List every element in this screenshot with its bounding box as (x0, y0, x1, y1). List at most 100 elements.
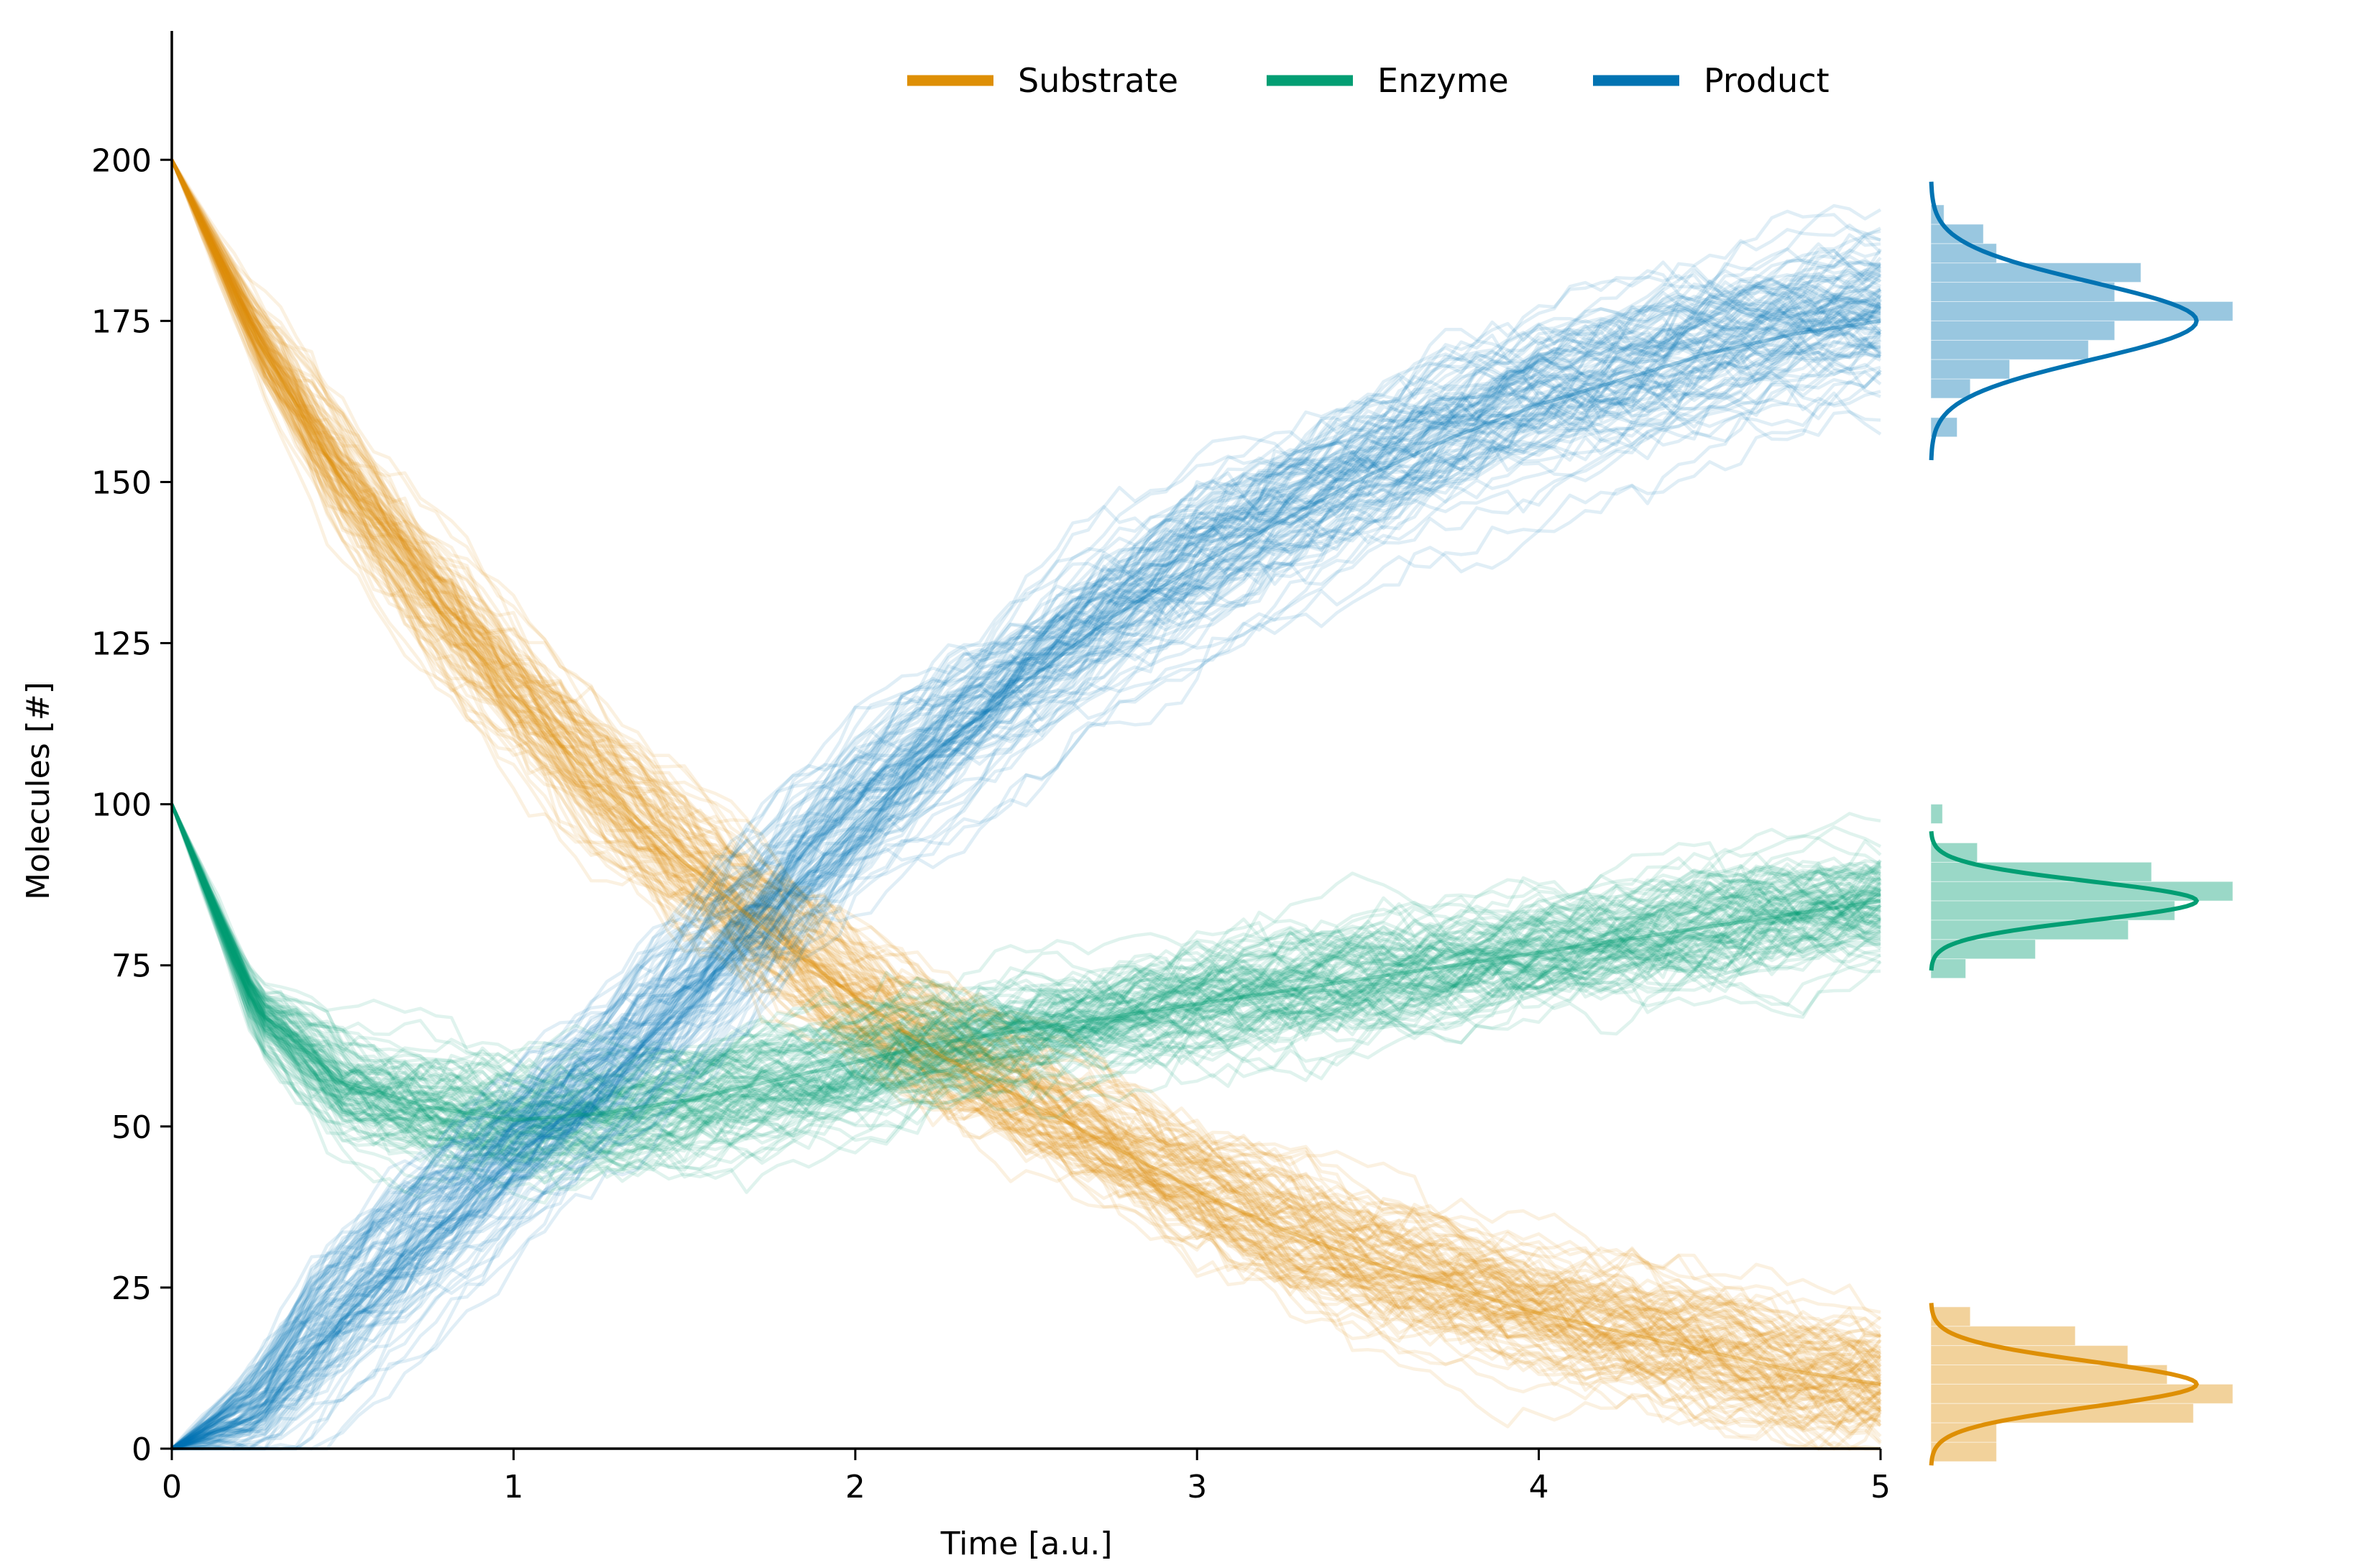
trajectory-product (171, 264, 1881, 1451)
trajectory-enzyme (170, 803, 1881, 1194)
trajectory-product (171, 336, 1882, 1451)
trajectory-product (171, 275, 1882, 1451)
trajectory-enzyme (170, 803, 1881, 1081)
trajectory-enzyme (170, 803, 1881, 1150)
trajectory-enzyme (170, 803, 1881, 1172)
trajectory-enzyme (170, 803, 1881, 1126)
trajectory-product (171, 350, 1882, 1451)
trajectory-substrate (170, 159, 1882, 1451)
legend-item-product[interactable]: Product (1593, 61, 1830, 100)
trajectory-product (171, 351, 1881, 1451)
x-tick-label: 5 (1870, 1469, 1891, 1505)
trajectory-enzyme (170, 803, 1881, 1124)
trajectory-product (171, 301, 1881, 1451)
trajectory-enzyme (170, 803, 1881, 1201)
trajectory-substrate (170, 159, 1881, 1393)
legend-item-substrate[interactable]: Substrate (907, 61, 1178, 100)
trajectory-enzyme (170, 803, 1881, 1172)
trajectories-substrate (170, 159, 1882, 1451)
trajectory-product (170, 260, 1881, 1450)
trajectory-product (170, 247, 1881, 1450)
trajectory-product (171, 341, 1881, 1451)
trajectory-substrate (170, 159, 1881, 1360)
trajectory-enzyme (170, 803, 1881, 1100)
trajectory-substrate (170, 159, 1882, 1436)
trajectory-enzyme (170, 803, 1881, 1157)
trajectory-substrate (170, 159, 1881, 1429)
trajectory-enzyme (170, 803, 1882, 1120)
trajectory-enzyme (170, 803, 1881, 1160)
trajectory-product (171, 248, 1881, 1451)
legend-label-enzyme: Enzyme (1377, 61, 1509, 100)
trajectory-product (172, 391, 1882, 1451)
trajectory-substrate (170, 159, 1881, 1397)
trajectory-product (171, 321, 1882, 1451)
trajectory-substrate (170, 159, 1882, 1438)
histogram-bar-product (1930, 359, 2011, 380)
histogram-bar-substrate (1930, 1306, 1971, 1327)
trajectory-enzyme (170, 803, 1881, 1156)
trajectory-substrate (170, 159, 1882, 1364)
trajectory-substrate (170, 159, 1882, 1387)
trajectory-enzyme (170, 803, 1881, 1163)
trajectory-substrate (170, 159, 1881, 1412)
trajectory-product (172, 385, 1881, 1451)
trajectory-product (171, 324, 1881, 1451)
trajectory-enzyme (170, 803, 1881, 1124)
trajectory-enzyme (170, 803, 1881, 1124)
trajectory-enzyme (170, 803, 1881, 1129)
trajectory-enzyme (170, 803, 1881, 1175)
trajectory-enzyme (170, 803, 1882, 1083)
trajectory-product (170, 249, 1882, 1450)
density-curve-enzyme (1929, 831, 2200, 971)
trajectory-enzyme (170, 803, 1881, 1137)
trajectory-substrate (170, 159, 1881, 1404)
histogram-bar-product (1930, 262, 2141, 283)
trajectory-enzyme (170, 803, 1882, 1123)
trajectory-substrate (170, 159, 1882, 1367)
trajectory-enzyme (170, 803, 1882, 1156)
histogram-bar-substrate (1930, 1345, 2129, 1365)
histogram-bar-enzyme (1930, 939, 2036, 960)
trajectory-enzyme (170, 803, 1881, 1163)
trajectory-substrate (170, 159, 1882, 1415)
trajectory-product (171, 351, 1881, 1451)
trajectory-enzyme (170, 803, 1881, 1116)
trajectory-product (170, 271, 1882, 1450)
trajectory-substrate (170, 159, 1881, 1451)
trajectory-substrate (170, 159, 1882, 1376)
legend-label-substrate: Substrate (1018, 61, 1178, 100)
trajectory-substrate (170, 159, 1882, 1354)
trajectory-enzyme (170, 803, 1881, 1190)
trajectory-substrate (170, 159, 1882, 1403)
trajectory-product (171, 337, 1881, 1451)
trajectory-substrate (170, 159, 1881, 1388)
trajectory-product (170, 223, 1881, 1450)
trajectory-product (170, 203, 1882, 1450)
trajectory-enzyme (170, 803, 1882, 1183)
trajectory-product (171, 321, 1881, 1451)
trajectory-enzyme (170, 803, 1881, 1173)
trajectory-product (170, 311, 1881, 1450)
trajectory-substrate (170, 159, 1882, 1424)
trajectory-enzyme (170, 803, 1882, 1137)
y-tick-label: 150 (91, 464, 152, 501)
trajectory-substrate (170, 159, 1882, 1414)
trajectory-enzyme (170, 803, 1882, 1154)
marginal-histograms (1929, 181, 2234, 1466)
trajectory-substrate (170, 159, 1882, 1377)
trajectory-product (172, 371, 1882, 1451)
trajectory-substrate (170, 159, 1882, 1410)
trajectory-product (171, 307, 1881, 1451)
trajectory-product (171, 351, 1882, 1451)
trajectory-substrate (170, 159, 1882, 1445)
trajectory-product (171, 336, 1882, 1451)
trajectory-product (171, 339, 1882, 1451)
mean-line-substrate (170, 159, 1881, 1386)
trajectory-enzyme (170, 803, 1882, 1164)
trajectory-enzyme (170, 803, 1881, 1155)
legend-item-enzyme[interactable]: Enzyme (1267, 61, 1509, 100)
trajectory-product (170, 213, 1881, 1450)
trajectory-substrate (170, 159, 1881, 1389)
trajectory-product (171, 288, 1881, 1451)
